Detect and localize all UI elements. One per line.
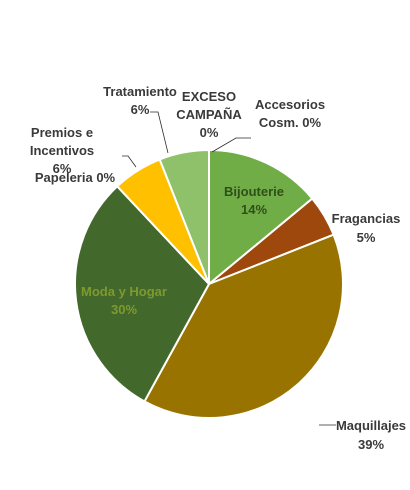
slice-label-tratamiento: Tratamiento 6% [103,84,177,117]
slice-label-accesorios: Accesorios Cosm. 0% [255,97,325,130]
label-papeleria: Papeleria 0% [35,170,116,185]
label-moda-name: Moda y Hogar [81,284,167,299]
label-premios-name-2: Incentivos [30,143,94,158]
slice-label-exceso: EXCESO CAMPAÑA 0% [176,89,242,140]
label-premios-name-1: Premios e [31,125,93,140]
label-accesorios-name: Accesorios [255,97,325,112]
leader-line-premios [122,156,136,167]
label-maquillajes-name: Maquillajes [336,418,406,433]
label-tratamiento-name: Tratamiento [103,84,177,99]
label-exceso-name-1: EXCESO [182,89,236,104]
label-maquillajes-value: 39% [358,437,384,452]
leader-line-tratamiento [150,112,168,153]
slice-label-papeleria: Papeleria 0% [35,170,116,185]
label-exceso-name-2: CAMPAÑA [176,107,242,122]
slice-label-fragancias: Fragancias 5% [332,211,401,245]
label-exceso-value: 0% [200,125,219,140]
slice-label-premios: Premios e Incentivos 6% [30,125,94,176]
label-tratamiento-value: 6% [131,102,150,117]
slice-label-maquillajes: Maquillajes 39% [336,418,406,452]
label-bijouterie-value: 14% [241,202,267,217]
label-accesorios-value: Cosm. 0% [259,115,322,130]
label-moda-value: 30% [111,302,137,317]
label-fragancias-value: 5% [357,230,376,245]
label-fragancias-name: Fragancias [332,211,401,226]
label-bijouterie-name: Bijouterie [224,184,284,199]
